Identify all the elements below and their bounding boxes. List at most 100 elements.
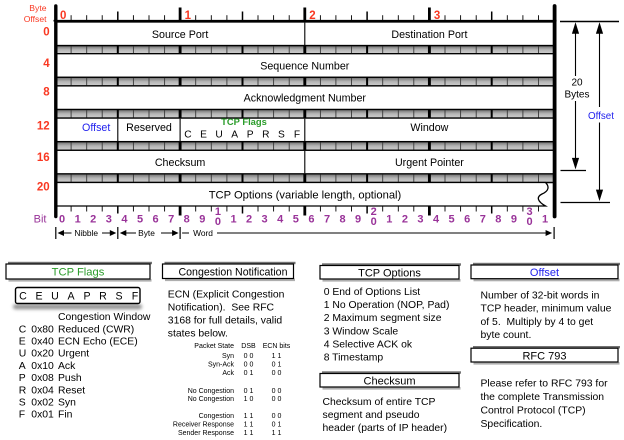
svg-text:1 1: 1 1 <box>272 430 282 437</box>
svg-text:3: 3 <box>106 214 112 226</box>
svg-text:5: 5 <box>293 214 299 226</box>
svg-text:0 1: 0 1 <box>272 422 282 429</box>
svg-text:ECN Echo (ECE): ECN Echo (ECE) <box>58 337 138 348</box>
svg-text:6: 6 <box>308 214 314 226</box>
svg-text:No Congestion: No Congestion <box>188 388 234 395</box>
svg-text:U: U <box>215 129 222 140</box>
svg-text:U: U <box>51 291 59 303</box>
svg-text:of 5. Multiply by 4 to get: of 5. Multiply by 4 to get <box>481 317 594 328</box>
svg-text:0: 0 <box>371 216 377 228</box>
svg-text:the complete Transmission: the complete Transmission <box>481 392 605 403</box>
svg-text:TCP Flags: TCP Flags <box>221 116 267 127</box>
svg-text:Congestion Window: Congestion Window <box>58 312 151 323</box>
svg-text:TCP Flags: TCP Flags <box>52 267 105 279</box>
svg-text:header (parts of IP header): header (parts of IP header) <box>323 423 448 434</box>
svg-text:Checksum: Checksum <box>364 375 416 387</box>
svg-text:Syn: Syn <box>222 353 234 360</box>
svg-text:0 1: 0 1 <box>244 370 254 377</box>
svg-text:TCP Options: TCP Options <box>358 267 421 279</box>
svg-text:8: 8 <box>43 87 50 99</box>
svg-text:0x80: 0x80 <box>31 324 54 335</box>
svg-text:Urgent: Urgent <box>58 349 89 360</box>
svg-text:Reset: Reset <box>58 385 85 396</box>
svg-text:0: 0 <box>43 26 49 38</box>
svg-text:Reserved: Reserved <box>126 122 172 134</box>
svg-text:S: S <box>115 291 122 303</box>
svg-text:5: 5 <box>449 214 455 226</box>
svg-text:9: 9 <box>355 214 361 226</box>
svg-text:E: E <box>200 129 207 140</box>
svg-text:0 1: 0 1 <box>244 388 254 395</box>
svg-text:20: 20 <box>571 78 583 89</box>
svg-text:3168 for full details, valid: 3168 for full details, valid <box>168 315 283 326</box>
svg-text:Source Port: Source Port <box>152 29 208 41</box>
svg-text:ECN bits: ECN bits <box>263 343 291 350</box>
svg-text:A: A <box>19 361 26 372</box>
svg-text:U: U <box>19 349 27 360</box>
svg-text:Ack: Ack <box>222 370 234 377</box>
svg-text:Checksum: Checksum <box>155 157 206 169</box>
svg-text:RFC 793: RFC 793 <box>522 350 566 362</box>
svg-text:0 End of Options List: 0 End of Options List <box>324 287 421 298</box>
svg-text:ECN (Explicit Congestion: ECN (Explicit Congestion <box>168 289 285 300</box>
svg-text:Destination Port: Destination Port <box>391 29 467 41</box>
svg-text:0 0: 0 0 <box>272 396 282 403</box>
svg-text:Word: Word <box>193 228 213 238</box>
svg-text:0x02: 0x02 <box>31 398 54 409</box>
svg-text:0x40: 0x40 <box>31 337 54 348</box>
svg-text:TCP Options (variable length,: TCP Options (variable length, optional) <box>209 189 402 201</box>
svg-text:P: P <box>19 373 26 384</box>
svg-text:1: 1 <box>230 214 236 226</box>
svg-text:0: 0 <box>59 214 65 226</box>
svg-text:8: 8 <box>184 214 190 226</box>
svg-text:0 0: 0 0 <box>244 353 254 360</box>
svg-text:Nibble: Nibble <box>74 228 98 238</box>
svg-text:Bit: Bit <box>34 214 47 226</box>
svg-text:7: 7 <box>480 214 486 226</box>
svg-text:9: 9 <box>511 214 517 226</box>
svg-text:1 No Operation (NOP, Pad): 1 No Operation (NOP, Pad) <box>324 300 450 311</box>
svg-text:Byte: Byte <box>138 228 155 238</box>
svg-text:S: S <box>278 129 285 140</box>
svg-text:8: 8 <box>495 214 501 226</box>
svg-text:C: C <box>19 291 27 303</box>
svg-text:Sequence Number: Sequence Number <box>260 61 350 73</box>
svg-text:0 1: 0 1 <box>272 361 282 368</box>
svg-text:Control Protocol (TCP): Control Protocol (TCP) <box>481 405 586 416</box>
svg-text:0 0: 0 0 <box>272 413 282 420</box>
svg-text:states below.: states below. <box>168 328 228 339</box>
svg-text:R: R <box>262 129 269 140</box>
svg-text:Fin: Fin <box>58 410 73 421</box>
svg-text:C: C <box>19 324 27 335</box>
svg-text:Congestion Notification: Congestion Notification <box>179 266 288 278</box>
svg-text:R: R <box>19 385 27 396</box>
svg-text:1: 1 <box>75 214 81 226</box>
svg-text:0x08: 0x08 <box>31 373 54 384</box>
svg-text:byte count.: byte count. <box>481 330 532 341</box>
svg-text:2: 2 <box>309 10 315 22</box>
svg-text:F: F <box>132 291 139 303</box>
svg-text:3: 3 <box>434 10 440 22</box>
svg-text:4: 4 <box>43 58 50 70</box>
svg-text:9: 9 <box>199 214 205 226</box>
svg-text:A: A <box>67 291 75 303</box>
svg-text:1 1: 1 1 <box>244 422 254 429</box>
svg-text:1 0: 1 0 <box>244 396 254 403</box>
svg-text:Checksum of entire TCP: Checksum of entire TCP <box>323 397 436 408</box>
svg-text:Notification). See RFC: Notification). See RFC <box>168 302 275 313</box>
svg-text:Window: Window <box>410 122 448 134</box>
svg-text:Sender Response: Sender Response <box>178 430 234 437</box>
svg-text:segment and pseudo: segment and pseudo <box>323 410 420 421</box>
svg-text:2: 2 <box>371 206 377 218</box>
svg-text:Please refer to RFC 793 for: Please refer to RFC 793 for <box>481 378 609 389</box>
svg-text:0: 0 <box>215 216 221 228</box>
svg-text:Congestion: Congestion <box>199 413 235 420</box>
svg-text:1: 1 <box>215 206 221 218</box>
svg-text:TCP header, minimum value: TCP header, minimum value <box>481 304 612 315</box>
svg-text:Reduced (CWR): Reduced (CWR) <box>58 324 134 335</box>
svg-text:Acknowledgment Number: Acknowledgment Number <box>244 93 367 105</box>
svg-text:8 Timestamp: 8 Timestamp <box>324 353 384 364</box>
svg-text:C: C <box>184 129 191 140</box>
svg-text:1 1: 1 1 <box>244 413 254 420</box>
svg-text:DSB: DSB <box>241 343 256 350</box>
